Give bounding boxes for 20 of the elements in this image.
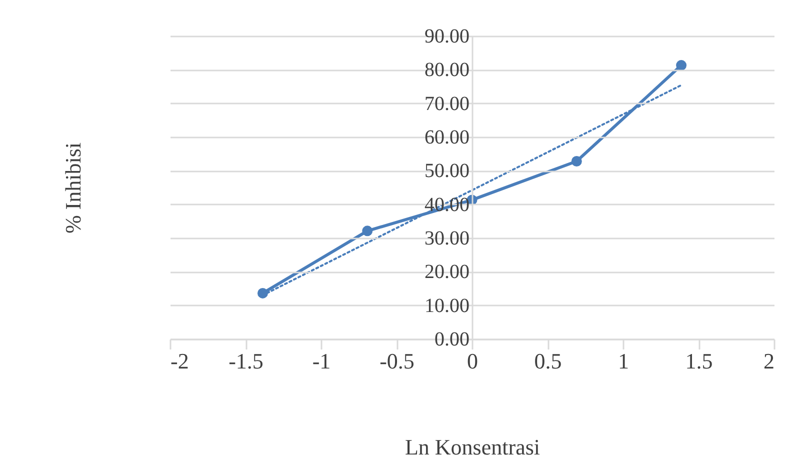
- y-tick-label: 80.00: [424, 59, 470, 82]
- x-tick-label: 1.5: [685, 348, 713, 374]
- y-tick-label: 10.00: [424, 294, 470, 317]
- y-axis-title: % Inhibisi: [60, 142, 86, 234]
- x-tick-label: 1: [618, 348, 629, 374]
- y-tick-label: 90.00: [424, 26, 470, 48]
- y-tick-label: 70.00: [424, 92, 470, 115]
- y-tick-label: 0.00: [434, 328, 470, 350]
- x-tick-label: -2: [170, 348, 189, 374]
- x-tick-label: -1.5: [228, 348, 264, 374]
- x-tick-label: 2: [764, 348, 774, 374]
- x-tick-label: 0: [467, 348, 478, 374]
- y-tick-label: 60.00: [424, 126, 470, 148]
- y-tick-label: 30.00: [424, 228, 470, 250]
- x-tick-label: -0.5: [380, 348, 414, 374]
- x-tick-label: 0.5: [534, 348, 562, 374]
- x-axis-title: Ln Konsentrasi: [404, 434, 540, 460]
- y-tick-label: 20.00: [424, 261, 470, 284]
- y-tick-label: 50.00: [424, 160, 470, 182]
- x-tick-label: -1: [312, 348, 331, 374]
